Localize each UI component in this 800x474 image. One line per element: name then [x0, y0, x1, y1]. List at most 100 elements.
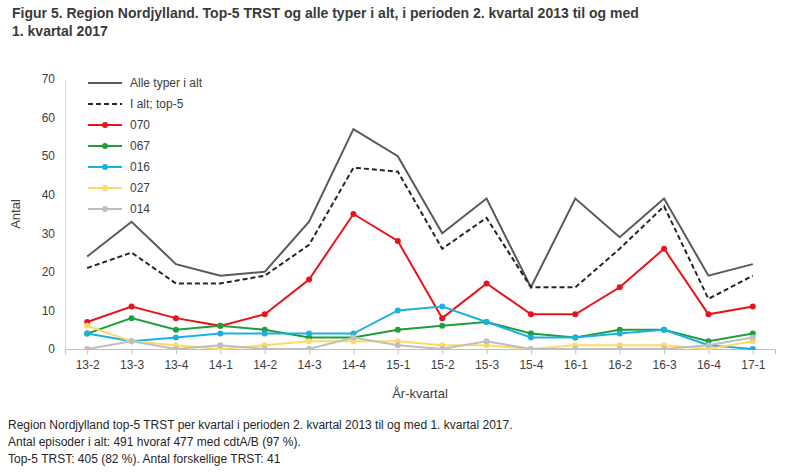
- x-tick: 16-2: [608, 349, 632, 372]
- point: [439, 304, 445, 310]
- point: [484, 319, 490, 325]
- plot-area: [84, 129, 756, 350]
- point: [395, 307, 401, 313]
- point: [439, 323, 445, 329]
- point: [528, 311, 534, 317]
- point: [306, 331, 312, 337]
- x-tick: 16-3: [653, 349, 677, 372]
- legend-item: 016: [88, 160, 150, 174]
- x-tick: 13-4: [164, 349, 188, 372]
- y-tick-label: 40: [42, 188, 56, 202]
- legend-item: 014: [88, 202, 150, 216]
- note: Top-5 TRST: 405 (82 %). Antal forskellig…: [8, 452, 281, 466]
- legend-marker: [102, 206, 108, 212]
- point: [173, 334, 179, 340]
- point: [705, 342, 711, 348]
- x-tick: 15-4: [519, 349, 543, 372]
- legend: Alle typer i altI alt; top-5070067016027…: [88, 76, 203, 216]
- point: [750, 334, 756, 340]
- point: [705, 342, 711, 348]
- point: [129, 338, 135, 344]
- x-tick-label: 16-3: [653, 358, 677, 372]
- point: [661, 246, 667, 252]
- point: [350, 334, 356, 340]
- x-tick-label: 13-3: [120, 358, 144, 372]
- point: [572, 346, 578, 350]
- legend-label: 067: [130, 139, 150, 153]
- y-axis-title: Antal: [8, 199, 23, 229]
- series-line: [87, 337, 753, 349]
- y-tick-label: 10: [42, 304, 56, 318]
- series: [84, 323, 756, 350]
- point: [528, 334, 534, 340]
- legend-item: 067: [88, 139, 150, 153]
- series: [84, 304, 756, 350]
- x-tick: 14-1: [209, 349, 233, 372]
- x-tick-label: 17-1: [741, 358, 765, 372]
- y-tick-label: 20: [42, 265, 56, 279]
- x-tick-label: 16-4: [697, 358, 721, 372]
- x-tick-mark: [487, 349, 488, 354]
- y-tick: 10: [42, 304, 65, 318]
- legend-label: Alle typer i alt: [130, 76, 203, 90]
- y-tick: 30: [42, 227, 65, 241]
- title: 1. kvartal 2017: [12, 23, 108, 39]
- point: [129, 304, 135, 310]
- x-tick-mark: [132, 349, 133, 354]
- point: [217, 342, 223, 348]
- legend-label: 014: [130, 202, 150, 216]
- point: [617, 284, 623, 290]
- x-tick: 16-4: [697, 349, 721, 372]
- point: [350, 211, 356, 217]
- point: [484, 338, 490, 344]
- x-tick: 13-2: [76, 349, 100, 372]
- title-group: Figur 5. Region Nordjylland. Top-5 TRST …: [12, 5, 639, 39]
- x-tick-label: 15-1: [386, 358, 410, 372]
- point: [750, 304, 756, 310]
- y-tick: 40: [42, 188, 65, 202]
- x-tick-label: 14-2: [253, 358, 277, 372]
- point: [129, 338, 135, 344]
- legend-label: 027: [130, 181, 150, 195]
- x-tick: 14-2: [253, 349, 277, 372]
- y-tick-label: 30: [42, 227, 56, 241]
- point: [661, 327, 667, 333]
- point: [750, 346, 756, 350]
- point: [129, 315, 135, 321]
- legend-item: Alle typer i alt: [88, 76, 203, 90]
- legend-marker: [102, 164, 108, 170]
- y-tick-label: 70: [42, 72, 56, 86]
- point: [306, 346, 312, 350]
- x-axis: 13-213-313-414-114-214-314-415-115-215-3…: [66, 349, 776, 372]
- series-line: [87, 307, 753, 349]
- point: [217, 331, 223, 337]
- point: [173, 346, 179, 350]
- point: [395, 238, 401, 244]
- x-axis-line: [66, 350, 776, 355]
- legend-item: 027: [88, 181, 150, 195]
- point: [395, 327, 401, 333]
- x-tick-label: 15-4: [519, 358, 543, 372]
- point: [129, 338, 135, 344]
- point: [84, 346, 90, 350]
- point: [84, 331, 90, 337]
- x-tick-label: 13-2: [76, 358, 100, 372]
- legend-swatch: [88, 82, 122, 84]
- point: [84, 323, 90, 329]
- legend-swatch: [88, 103, 122, 105]
- point: [661, 327, 667, 333]
- point: [661, 346, 667, 350]
- point: [484, 319, 490, 325]
- x-tick-label: 15-3: [475, 358, 499, 372]
- x-tick-mark: [398, 349, 399, 354]
- series-line: [87, 326, 753, 349]
- x-tick-label: 13-4: [164, 358, 188, 372]
- y-tick: 0: [48, 342, 65, 356]
- point: [572, 334, 578, 340]
- notes: Region Nordjylland top-5 TRST per kvarta…: [8, 418, 513, 466]
- x-tick-label: 14-4: [342, 358, 366, 372]
- legend-item: I alt; top-5: [88, 97, 184, 111]
- point: [217, 323, 223, 329]
- x-tick-label: 14-1: [209, 358, 233, 372]
- y-tick: 20: [42, 265, 65, 279]
